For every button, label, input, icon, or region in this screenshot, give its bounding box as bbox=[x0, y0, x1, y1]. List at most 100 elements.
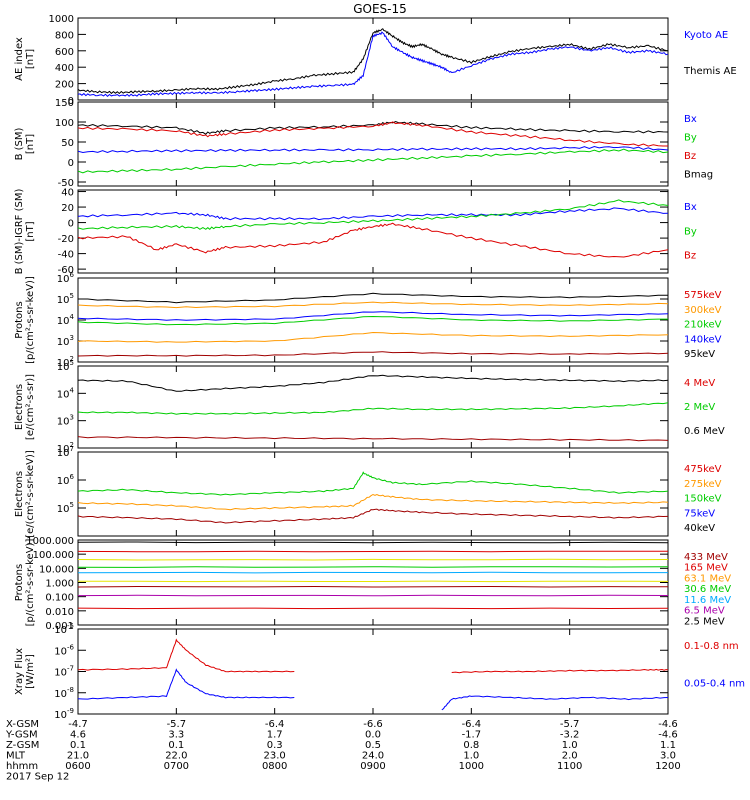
date-label: 2017 Sep 12 bbox=[6, 772, 69, 783]
series-line bbox=[78, 199, 668, 230]
y-tick-label: 600 bbox=[55, 47, 74, 58]
series-line bbox=[78, 493, 668, 511]
series-line bbox=[78, 558, 668, 561]
y-tick-label: 400 bbox=[55, 63, 74, 74]
series-label: 63.1 MeV bbox=[684, 573, 731, 584]
y-axis-label: [p/(cm²-s-sr-keV)] bbox=[25, 276, 36, 364]
series-line bbox=[78, 668, 295, 700]
series-line bbox=[78, 222, 668, 258]
y-tick-label: 10.000 bbox=[39, 564, 74, 575]
panel-xray: 10-9 10-8 10-7 10-6 10-5 Xray Flux [W/m²] 0.1-0… bbox=[14, 622, 745, 721]
y-tick-label: 10-7 bbox=[54, 665, 74, 679]
series-line bbox=[78, 550, 668, 553]
y-axis-label: B (SM)-IGRF (SM) bbox=[14, 189, 25, 275]
panel-electrons1: 102 103 104 105 Electrons [e/(cm²-s-sr)] 4 MeV… bbox=[14, 359, 725, 455]
series-line bbox=[78, 571, 668, 574]
series-label: 433 MeV bbox=[684, 552, 728, 563]
y-tick-label: -60 bbox=[58, 265, 74, 276]
ephemeris-value: -5.7 bbox=[560, 719, 580, 730]
series-label: 30.6 MeV bbox=[684, 584, 731, 595]
y-tick-label: 102 bbox=[57, 355, 74, 369]
ephemeris-row-label: X-GSM bbox=[6, 719, 39, 730]
y-tick-label: 102 bbox=[57, 441, 74, 455]
series-line bbox=[78, 541, 668, 544]
series-line bbox=[78, 31, 668, 97]
y-tick-label: 10-8 bbox=[54, 686, 74, 700]
y-tick-label: -40 bbox=[58, 250, 74, 261]
ephemeris-value: 0.1 bbox=[168, 740, 184, 751]
y-tick-label: 200 bbox=[55, 80, 74, 91]
y-axis-label: Electrons bbox=[14, 471, 25, 517]
panel-frame bbox=[77, 17, 669, 101]
y-axis-label: B (SM) bbox=[14, 127, 25, 160]
series-line bbox=[78, 28, 668, 95]
panel-protons1: 102 103 104 105 106 Protons [p/(cm²-s-sr-keV)]… bbox=[14, 271, 722, 369]
series-line bbox=[78, 374, 668, 392]
plot-title: GOES-15 bbox=[353, 2, 407, 16]
panel-frame bbox=[77, 101, 669, 187]
ephemeris-value: 1000 bbox=[459, 761, 484, 772]
series-label: 0.6 MeV bbox=[684, 426, 725, 437]
ephemeris-row-label: hhmm bbox=[6, 761, 38, 772]
ephemeris-value: 24.0 bbox=[362, 751, 384, 762]
series-label: 40keV bbox=[684, 523, 715, 534]
series-line bbox=[78, 566, 668, 568]
panel-bsm: -50 0 50 100 150 B (SM) [nT] Bx By Bz Bmag bbox=[14, 98, 713, 189]
panel-frame bbox=[77, 539, 669, 626]
ephemeris-value: 2.0 bbox=[562, 751, 578, 762]
y-axis-label: [nT] bbox=[25, 221, 36, 241]
panel-frame bbox=[77, 189, 669, 274]
series-label: 6.5 MeV bbox=[684, 606, 725, 617]
series-label: Bx bbox=[684, 202, 697, 213]
series-label: By bbox=[684, 133, 697, 144]
series-line bbox=[451, 668, 668, 674]
ephemeris-value: 0.3 bbox=[267, 740, 283, 751]
y-tick-label: 104 bbox=[57, 386, 75, 400]
ephemeris-value: 3.3 bbox=[168, 730, 184, 741]
series-label: 2 MeV bbox=[684, 402, 715, 413]
series-label: 150keV bbox=[684, 494, 722, 505]
ephemeris-value: 0.5 bbox=[365, 740, 381, 751]
series-label: 140keV bbox=[684, 334, 722, 345]
y-axis-label: Xray Flux bbox=[14, 648, 25, 695]
series-line bbox=[78, 331, 668, 343]
ephemeris-value: 1.0 bbox=[562, 740, 578, 751]
y-tick-label: 105 bbox=[57, 359, 74, 373]
series-line bbox=[78, 121, 668, 147]
series-label: Bx bbox=[684, 114, 697, 125]
ephemeris-value: 0800 bbox=[262, 761, 287, 772]
y-tick-label: 10-9 bbox=[54, 707, 74, 721]
series-label: 0.05-0.4 nm bbox=[684, 679, 745, 690]
series-label: 2.5 MeV bbox=[684, 616, 725, 627]
panel-frame bbox=[77, 628, 669, 715]
y-tick-label: 107 bbox=[57, 445, 74, 459]
series-label: Bz bbox=[684, 251, 696, 262]
ephemeris-value: 0700 bbox=[164, 761, 189, 772]
series-line bbox=[78, 315, 668, 326]
y-tick-label: 10-6 bbox=[54, 643, 74, 657]
y-tick-label: -50 bbox=[58, 178, 74, 189]
series-line bbox=[78, 351, 668, 357]
series-label: Bmag bbox=[684, 170, 713, 181]
ephemeris-value: 0900 bbox=[360, 761, 385, 772]
y-tick-label: -20 bbox=[58, 234, 74, 245]
ephemeris-value: -4.6 bbox=[658, 730, 678, 741]
series-line bbox=[78, 638, 295, 673]
y-tick-label: 103 bbox=[57, 414, 74, 428]
y-tick-label: 0.001 bbox=[45, 621, 74, 632]
series-line bbox=[78, 580, 668, 583]
series-label: 275keV bbox=[684, 479, 722, 490]
series-label: 575keV bbox=[684, 290, 722, 301]
series-label: Themis AE bbox=[683, 66, 737, 77]
ephemeris-value: 1.1 bbox=[660, 740, 676, 751]
series-line bbox=[78, 508, 668, 524]
y-tick-label: 104 bbox=[57, 313, 75, 327]
series-line bbox=[78, 436, 668, 442]
series-line bbox=[78, 402, 668, 415]
series-line bbox=[78, 607, 668, 610]
y-tick-label: 0 bbox=[68, 96, 74, 107]
ephemeris-value: -4.6 bbox=[658, 719, 678, 730]
series-line bbox=[441, 695, 668, 711]
ephemeris-value: -3.2 bbox=[560, 730, 580, 741]
